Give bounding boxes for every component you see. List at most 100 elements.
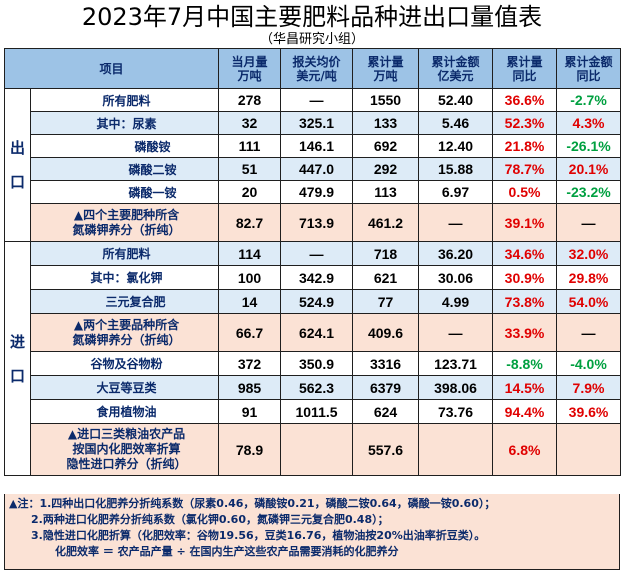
table-row: ▲进口三类粮油农产品 按国内化肥效率折算 隐性进口养分（折纯） 78.9 557.6… [5,423,622,476]
row-name: 其中：尿素 [29,111,220,135]
cell-price: 479.9 [280,180,354,204]
cell-price: 1011.5 [280,399,354,424]
cell-yoy-qty: 34.6% [492,241,558,266]
cell-monthly: 372 [218,351,282,376]
cell-yoy-amount: — [556,313,622,352]
cell-monthly: 985 [218,375,282,400]
cell-amount: 123.71 [418,351,494,376]
table-row: 磷酸一铵 20 479.9 113 6.97 0.5% -23.2% [5,180,622,204]
cell-yoy-amount: 32.0% [556,241,622,266]
cell-cumulative: 409.6 [352,313,420,352]
cell-yoy-qty: 6.8% [492,423,558,476]
cell-amount: 52.40 [418,88,494,112]
cell-cumulative: 1550 [352,88,420,112]
fertilizer-trade-table: 项目 当月量 万吨 报关均价 美元/吨 累计量 万吨 累计金额 亿美元 累计量 同比 累计… [3,48,622,476]
cell-price: — [280,88,354,112]
cell-yoy-qty: 94.4% [492,399,558,424]
cell-monthly: 14 [218,289,282,314]
cell-price: 524.9 [280,289,354,314]
row-name: 大豆等豆类 [29,375,220,400]
cell-monthly: 82.7 [218,203,282,242]
cell-cumulative: 6379 [352,375,420,400]
table-row: 食用植物油 91 1011.5 624 73.76 94.4% 39.6% [5,399,622,424]
cell-yoy-amount [556,423,622,476]
cell-amount: 12.40 [418,134,494,158]
cell-yoy-qty: 0.5% [492,180,558,204]
cell-amount: 30.06 [418,265,494,290]
cell-amount [418,423,494,476]
cell-price: 562.3 [280,375,354,400]
cell-cumulative: 133 [352,111,420,135]
cell-yoy-amount: 39.6% [556,399,622,424]
header-price: 报关均价 美元/吨 [280,48,354,89]
cell-yoy-qty: 14.5% [492,375,558,400]
cell-price: 624.1 [280,313,354,352]
row-name: 所有肥料 [29,88,220,112]
cell-yoy-qty: 39.1% [492,203,558,242]
table-row: 出口 所有肥料 278 — 1550 52.40 36.6% -2.7% [4,88,622,242]
row-name: 食用植物油 [29,399,220,424]
cell-amount: 6.97 [418,180,494,204]
cell-yoy-amount: 54.0% [556,289,622,314]
cell-cumulative: 113 [352,180,420,204]
table-row: 磷酸铵 111 146.1 692 12.40 21.8% -26.1% [5,134,622,158]
cell-yoy-amount: -23.2% [556,180,622,204]
cell-price: 447.0 [280,157,354,181]
notes-box: ▲注：1.四种出口化肥养分折纯系数（尿素0.46，磷酸铵0.21，磷酸二铵0.6… [4,494,620,570]
table-row: 进口 所有肥料 114 — 718 36.20 34.6% 32.0% [4,241,622,476]
page-title: 2023年7月中国主要肥料品种进出口量值表 [81,3,543,31]
cell-cumulative: 718 [352,241,420,266]
cell-amount: 5.46 [418,111,494,135]
cell-amount: — [418,203,494,242]
cell-amount: 15.88 [418,157,494,181]
row-name: ▲进口三类粮油农产品 按国内化肥效率折算 隐性进口养分（折纯） [29,423,220,476]
note-4: 化肥效率 ＝ 农产品产量 ÷ 在国内生产这些农产品需要消耗的化肥养分 [55,545,399,558]
row-name: 磷酸铵 [29,134,220,158]
cell-price: 713.9 [280,203,354,242]
cell-price: — [280,241,354,266]
page-subtitle: （华昌研究小组） [259,32,364,47]
table-row: 三元复合肥 14 524.9 77 4.99 73.8% 54.0% [5,289,622,314]
row-name: 三元复合肥 [29,289,220,314]
row-name: 谷物及谷物粉 [29,351,220,376]
note-1: ▲注：1.四种出口化肥养分折纯系数（尿素0.46，磷酸铵0.21，磷酸二铵0.6… [9,497,496,510]
cell-yoy-amount: -26.1% [556,134,622,158]
table-row: 谷物及谷物粉 372 350.9 3316 123.71 -8.8% -4.0% [5,351,622,376]
cell-yoy-qty: 78.7% [492,157,558,181]
cell-yoy-amount: 7.9% [556,375,622,400]
row-name: 磷酸二铵 [29,157,220,181]
table-row: ▲两个主要品种所含 氮磷钾养分（折纯） 66.7 624.1 409.6 — 33… [5,313,622,352]
cell-price: 146.1 [280,134,354,158]
cell-cumulative: 624 [352,399,420,424]
cell-yoy-amount: 29.8% [556,265,622,290]
header-yoy-qty: 累计量 同比 [492,48,558,89]
header-row: 项目 当月量 万吨 报关均价 美元/吨 累计量 万吨 累计金额 亿美元 累计量 同比 累计… [3,48,622,89]
cell-monthly: 78.9 [218,423,282,476]
cell-monthly: 32 [218,111,282,135]
note-3: 3.隐性进口化肥折算（化肥效率：谷物19.56，豆类16.76，植物油按20%出… [31,529,486,542]
cell-yoy-qty: 36.6% [492,88,558,112]
cell-monthly: 51 [218,157,282,181]
cell-price: 350.9 [280,351,354,376]
row-name: ▲四个主要肥种所含 氮磷钾养分（折纯） [29,203,220,242]
row-name: 其中：氯化钾 [29,265,220,290]
cell-cumulative: 692 [352,134,420,158]
table-row: ▲四个主要肥种所含 氮磷钾养分（折纯） 82.7 713.9 461.2 — 39… [5,203,622,242]
header-amount: 累计金额 亿美元 [418,48,494,89]
cell-cumulative: 3316 [352,351,420,376]
cell-amount: 36.20 [418,241,494,266]
row-name: ▲两个主要品种所含 氮磷钾养分（折纯） [29,313,220,352]
note-2: 2.两种进口化肥养分折纯系数（氯化钾0.60，氮磷钾三元复合肥0.48）； [31,513,389,526]
cell-yoy-amount: 4.3% [556,111,622,135]
table-row: 大豆等豆类 985 562.3 6379 398.06 14.5% 7.9% [5,375,622,400]
cell-yoy-qty: -8.8% [492,351,558,376]
table-row: 磷酸二铵 51 447.0 292 15.88 78.7% 20.1% [5,157,622,181]
header-item: 项目 [3,48,220,89]
cell-price: 342.9 [280,265,354,290]
cell-yoy-amount: 20.1% [556,157,622,181]
cell-cumulative: 461.2 [352,203,420,242]
cell-monthly: 111 [218,134,282,158]
cell-monthly: 91 [218,399,282,424]
row-name: 所有肥料 [29,241,220,266]
cell-yoy-qty: 30.9% [492,265,558,290]
